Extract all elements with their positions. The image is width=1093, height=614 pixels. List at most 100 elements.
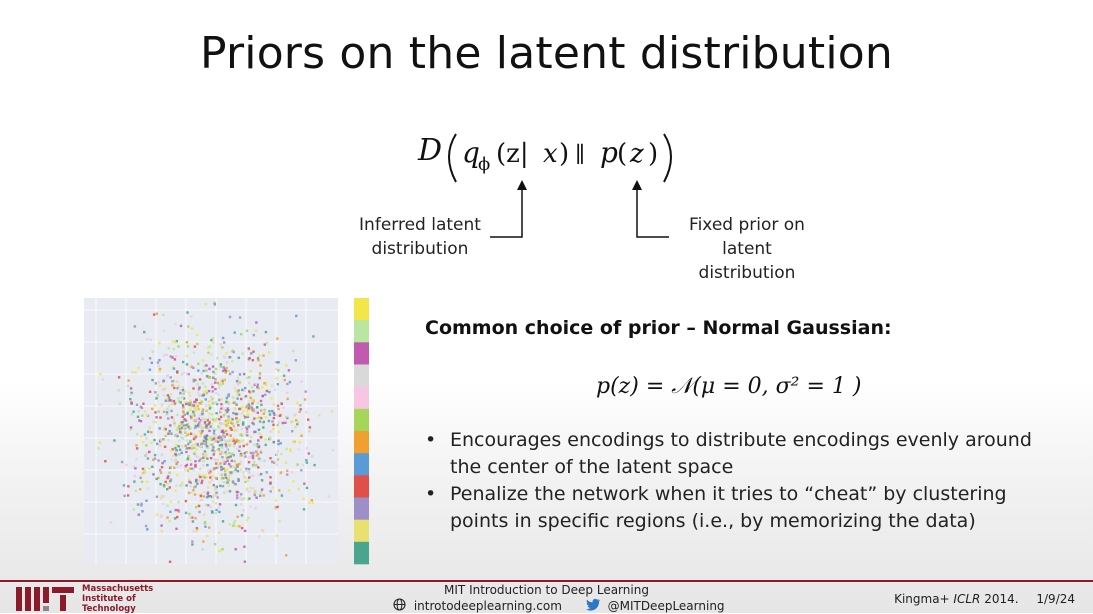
scatter-point [194, 442, 197, 446]
scatter-point [191, 516, 194, 519]
bullet-dot: • [425, 483, 437, 505]
scatter-point [219, 484, 222, 488]
scatter-point [223, 356, 227, 359]
scatter-point [237, 356, 240, 359]
scatter-point [237, 478, 240, 481]
scatter-point [190, 315, 193, 318]
scatter-point [222, 481, 226, 484]
scatter-point [291, 430, 294, 433]
scatter-point [145, 499, 148, 502]
scatter-point [155, 477, 158, 481]
scatter-point [148, 390, 152, 393]
scatter-point [218, 409, 222, 412]
scatter-point [242, 409, 245, 413]
scatter-point [221, 346, 224, 349]
scatter-point [187, 491, 191, 495]
scatter-point [227, 403, 231, 406]
scatter-point [189, 485, 192, 488]
scatter-point [129, 387, 133, 390]
scatter-point [165, 413, 169, 416]
scatter-point [224, 429, 228, 433]
scatter-point [225, 453, 228, 456]
scatter-point [236, 397, 239, 400]
scatter-point [271, 486, 274, 489]
scatter-point [203, 520, 207, 524]
scatter-point [198, 421, 201, 424]
scatter-point [244, 433, 247, 436]
scatter-point [198, 430, 201, 433]
scatter-point [192, 419, 195, 422]
twitter-handle-link[interactable]: @MITDeepLearning [607, 599, 725, 613]
scatter-point [205, 369, 208, 372]
scatter-point [166, 398, 169, 401]
scatter-point [238, 449, 241, 452]
scatter-point [275, 377, 278, 380]
scatter-point [166, 516, 169, 519]
scatter-point [117, 389, 121, 392]
left-arrow-line [490, 188, 523, 238]
website-link[interactable]: introtodeeplearning.com [413, 599, 562, 613]
scatter-point [131, 371, 134, 374]
scatter-point [168, 519, 171, 523]
scatter-point [276, 450, 279, 453]
formula-pz-close: ) [648, 139, 658, 169]
scatter-point [159, 497, 163, 500]
scatter-point [282, 374, 286, 377]
scatter-point [222, 407, 225, 410]
scatter-point [210, 510, 214, 513]
scatter-point [151, 407, 154, 411]
formula-pz-open: ( [617, 139, 627, 169]
scatter-point [202, 459, 205, 463]
scatter-point [184, 499, 188, 503]
scatter-point [184, 468, 187, 471]
scatter-point [197, 425, 200, 428]
scatter-point [174, 460, 177, 463]
scatter-point [192, 378, 195, 381]
scatter-point [211, 390, 214, 393]
annotation-right-line1: Fixed prior on [689, 215, 805, 235]
scatter-point [192, 435, 196, 439]
scatter-point [135, 403, 139, 406]
scatter-point [166, 375, 169, 378]
scatter-point [210, 383, 214, 386]
scatter-point [208, 367, 211, 371]
scatter-point [101, 378, 105, 381]
scatter-point [173, 386, 176, 390]
scatter-point [180, 373, 184, 376]
scatter-point [194, 517, 197, 520]
scatter-point [271, 384, 274, 388]
scatter-point [218, 418, 221, 421]
scatter-point [254, 489, 257, 493]
scatter-point [180, 421, 183, 424]
scatter-point [199, 457, 202, 461]
colorbar-segment [354, 519, 369, 543]
scatter-point [280, 494, 284, 497]
scatter-point [284, 461, 288, 464]
scatter-point [216, 462, 220, 466]
scatter-point [211, 402, 215, 405]
scatter-point [214, 387, 217, 391]
scatter-point [169, 510, 172, 513]
scatter-point [327, 495, 330, 498]
scatter-point [264, 393, 267, 396]
scatter-point [188, 512, 191, 516]
scatter-point [305, 447, 309, 450]
scatter-point [190, 491, 193, 494]
scatter-point [151, 350, 154, 353]
scatter-point [186, 345, 190, 348]
scatter-point [232, 439, 235, 442]
scatter-point [154, 391, 157, 394]
scatter-point [160, 530, 163, 533]
scatter-point [258, 535, 261, 538]
scatter-point [141, 467, 145, 471]
scatter-point [242, 471, 245, 474]
scatter-point [207, 504, 210, 507]
scatter-point [207, 427, 210, 430]
bullet-1-line2: the center of the latent space [450, 456, 734, 478]
scatter-point [218, 531, 221, 534]
scatter-point [226, 407, 229, 410]
scatter-point [183, 390, 187, 393]
scatter-point [238, 373, 242, 376]
annotation-left-line1: Inferred latent [359, 215, 481, 235]
scatter-point [241, 352, 244, 355]
